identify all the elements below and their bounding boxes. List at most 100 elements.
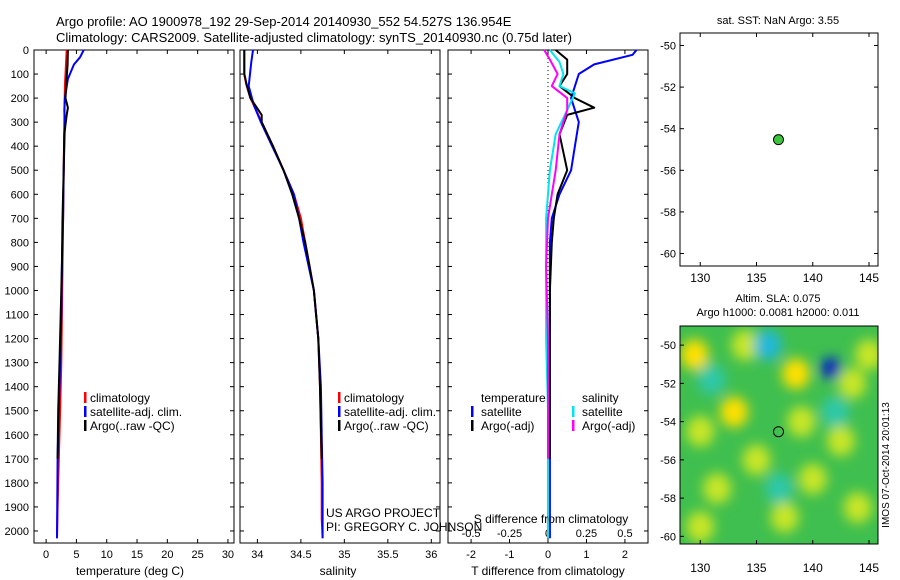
top-tick-label: 0.25	[576, 528, 597, 540]
y-tick-label: -58	[660, 493, 676, 505]
y-tick-label: 1400	[5, 382, 29, 394]
heatmap-cell	[843, 492, 872, 524]
x-tick-label: 10	[101, 549, 113, 561]
y-tick-label: 200	[11, 93, 29, 105]
x-tick-label: 34	[251, 549, 263, 561]
difference-top-label: S difference from climatology	[474, 512, 629, 526]
x-tick-label: 140	[803, 561, 823, 575]
legend-swatch-argo	[338, 420, 341, 431]
temperature-xlabel: temperature (deg C)	[76, 564, 184, 578]
x-tick-label: 1	[583, 549, 589, 561]
heatmap-cell	[686, 511, 715, 543]
y-tick-label: 1000	[5, 285, 29, 297]
y-tick-label: 0	[23, 45, 29, 57]
x-tick-label: 130	[690, 271, 710, 285]
x-tick-label: 5	[73, 549, 79, 561]
legend-swatch-temperature-argo	[471, 420, 474, 431]
legend-swatch-salinity-satellite	[572, 406, 575, 417]
x-tick-label: 35.5	[377, 549, 398, 561]
legend-swatch-argo	[84, 420, 87, 431]
heatmap-cell	[697, 364, 726, 395]
heatmap-cell	[838, 367, 867, 399]
legend-argo: Argo(..raw -QC)	[344, 419, 429, 433]
y-tick-label: 100	[11, 69, 29, 81]
series-line	[543, 49, 569, 459]
y-tick-label: -54	[660, 417, 676, 429]
y-tick-label: 700	[11, 213, 29, 225]
top-tick-label: -0.25	[497, 528, 522, 540]
heatmap-cell	[742, 444, 771, 476]
credit-line-2: PI: GREGORY C. JOHNSON	[326, 520, 482, 534]
sla-title-2: Argo h1000: 0.0081 h2000: 0.011	[696, 307, 859, 319]
legend-salinity-satellite: satellite	[582, 405, 623, 419]
legend-argo: Argo(..raw -QC)	[90, 419, 175, 433]
y-tick-label: -50	[660, 340, 676, 352]
y-tick-label: -50	[660, 40, 676, 52]
x-tick-label: 145	[859, 271, 879, 285]
legend-swatch-satellite	[84, 406, 87, 417]
legend-temperature-argo: Argo(-adj)	[481, 419, 534, 433]
y-tick-label: 1800	[5, 478, 29, 490]
plot-frame	[679, 325, 879, 545]
y-tick-label: -56	[660, 165, 676, 177]
y-tick-label: -52	[660, 378, 676, 390]
heatmap-cell	[753, 329, 782, 361]
salinity-legend: climatology satellite-adj. clim. Argo(..…	[338, 391, 436, 433]
temperature-profile-panel: 0100200300400500600700800900100011001200…	[5, 45, 235, 561]
y-tick-label: -54	[660, 124, 676, 136]
series-line	[243, 50, 323, 459]
x-tick-label: 130	[690, 561, 710, 575]
heatmap-cell	[826, 425, 855, 457]
y-tick-label: 1700	[5, 454, 29, 466]
sla-title-1: Altim. SLA: 0.075	[736, 293, 821, 305]
series-line	[56, 49, 69, 459]
y-tick-label: 1600	[5, 430, 29, 442]
sla-map-panel: -50 -52 -54 -56 -58 -60 130 135 140 145	[660, 325, 879, 575]
legend-swatch-climatology	[338, 392, 341, 403]
legend-temperature-satellite: satellite	[481, 405, 522, 419]
y-tick-label: -58	[660, 207, 676, 219]
y-tick-label: -60	[660, 531, 676, 543]
legend-swatch-climatology	[84, 392, 87, 403]
top-tick-label: 0.5	[617, 528, 632, 540]
y-tick-label: 1900	[5, 502, 29, 514]
x-tick-label: 20	[161, 549, 173, 561]
y-tick-label: -52	[660, 82, 676, 94]
difference-xlabel: T difference from climatology	[471, 564, 625, 578]
legend-salinity-heading: salinity	[582, 391, 619, 405]
header-line-1: Argo profile: AO 1900978_192 29-Sep-2014…	[56, 14, 512, 29]
x-tick-label: -2	[466, 549, 476, 561]
plot-frame	[33, 49, 235, 544]
y-tick-label: 1200	[5, 334, 29, 346]
heatmap-cell	[765, 473, 793, 504]
legend-temperature-heading: temperature	[481, 391, 546, 405]
imos-timestamp-label: IMOS 07-Oct-2014 20:01:13	[881, 402, 892, 528]
y-tick-label: 1100	[5, 310, 29, 322]
heatmap-cell	[686, 415, 715, 447]
legend-swatch-temperature-satellite	[471, 406, 474, 417]
legend-satellite-clim: satellite-adj. clim.	[344, 405, 436, 419]
x-tick-label: 36	[425, 549, 437, 561]
x-tick-label: 135	[746, 271, 766, 285]
heatmap-cell	[781, 358, 810, 390]
legend-swatch-satellite	[338, 406, 341, 417]
y-tick-label: 400	[11, 141, 29, 153]
plot-frame	[239, 49, 441, 544]
legend-salinity-argo: Argo(-adj)	[582, 419, 635, 433]
x-tick-label: -1	[505, 549, 515, 561]
legend-climatology: climatology	[90, 391, 150, 405]
heatmap-cell	[770, 501, 799, 533]
top-tick-label: -0.5	[462, 528, 481, 540]
x-tick-label: 140	[803, 271, 823, 285]
x-tick-label: 35	[338, 549, 350, 561]
y-tick-label: 500	[11, 165, 29, 177]
heatmap-cell	[720, 396, 748, 428]
salinity-xlabel: salinity	[320, 564, 357, 578]
x-tick-label: 145	[859, 561, 879, 575]
legend-climatology: climatology	[344, 391, 404, 405]
y-tick-label: 300	[11, 117, 29, 129]
x-tick-label: 30	[222, 549, 234, 561]
argo-position-marker	[772, 426, 784, 438]
sst-map-panel: -50 -52 -54 -56 -58 -60 130 135 140 145	[660, 32, 879, 285]
